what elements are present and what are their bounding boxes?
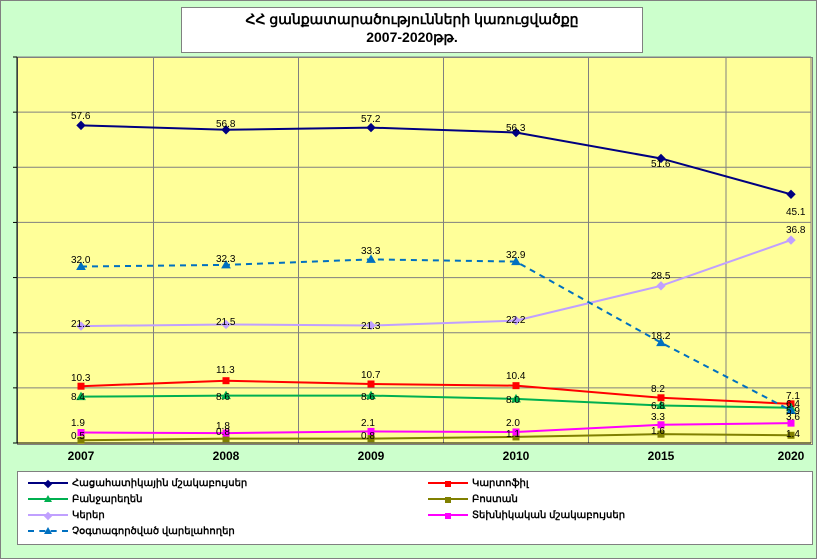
- value-label: 0.5: [71, 431, 85, 442]
- legend-item: Տեխնիկական մշակաբույսեր: [428, 510, 625, 521]
- chart-frame: ՀՀ ցանքատարածությունների կառուցվածքը 200…: [0, 0, 817, 559]
- legend-item: Բոստան: [428, 494, 518, 505]
- legend-item: Կերեր: [28, 510, 105, 521]
- value-label: 56.3: [506, 123, 525, 134]
- legend-label: Չօգտագործված վարելահողեր: [72, 526, 235, 537]
- value-label: 5.9: [786, 406, 800, 417]
- value-label: 36.8: [786, 225, 805, 236]
- value-label: 28.5: [651, 271, 670, 282]
- x-axis-label: 2020: [766, 449, 816, 463]
- legend-item: Բանջարեղեն: [28, 494, 142, 505]
- value-label: 8.4: [71, 392, 85, 403]
- legend-label: Բոստան: [472, 494, 518, 505]
- legend-label: Տեխնիկական մշակաբույսեր: [472, 510, 625, 521]
- value-label: 2.0: [506, 418, 520, 429]
- legend-item: Կարտոֆիլ: [428, 478, 529, 489]
- value-label: 33.3: [361, 246, 380, 257]
- value-label: 8.6: [361, 392, 375, 403]
- legend-item: Չօգտագործված վարելահողեր: [28, 526, 235, 537]
- legend-label: Բանջարեղեն: [72, 494, 142, 505]
- value-label: 8.6: [216, 392, 230, 403]
- value-label: 18.2: [651, 331, 670, 342]
- value-label: 11.3: [216, 365, 235, 376]
- value-label: 45.1: [786, 207, 805, 218]
- x-axis-label: 2009: [346, 449, 396, 463]
- value-label: 3.3: [651, 412, 665, 423]
- legend-label: Կերեր: [72, 510, 105, 521]
- value-label: 1.8: [216, 421, 230, 432]
- legend: Հացահատիկային մշակաբույսեր Կարտոֆիլ Բանջար…: [17, 471, 813, 545]
- value-label: 56.8: [216, 119, 235, 130]
- value-label: 1.1: [506, 429, 520, 440]
- value-label: 8.2: [651, 384, 665, 395]
- legend-label: Հացահատիկային մշակաբույսեր: [72, 478, 247, 489]
- value-label: 32.9: [506, 250, 525, 261]
- value-label: 1.9: [71, 418, 85, 429]
- value-label: 10.4: [506, 371, 525, 382]
- legend-label: Կարտոֆիլ: [472, 478, 529, 489]
- value-label: 0.8: [361, 431, 375, 442]
- value-label: 2.1: [361, 418, 375, 429]
- value-label: 57.2: [361, 114, 380, 125]
- value-label: 1.4: [786, 429, 800, 440]
- value-label: 57.6: [71, 111, 90, 122]
- value-label: 10.7: [361, 370, 380, 381]
- value-label: 22.2: [506, 315, 525, 326]
- value-label: 32.0: [71, 255, 90, 266]
- value-label: 51.6: [651, 159, 670, 170]
- value-label: 6.8: [651, 401, 665, 412]
- value-label: 21.5: [216, 317, 235, 328]
- legend-item: Հացահատիկային մշակաբույսեր: [28, 478, 247, 489]
- value-label: 10.3: [71, 373, 90, 384]
- value-label: 21.2: [71, 319, 90, 330]
- x-axis-label: 2008: [201, 449, 251, 463]
- value-label: 8.0: [506, 395, 520, 406]
- value-label: 1.6: [651, 426, 665, 437]
- value-label: 21.3: [361, 321, 380, 332]
- x-axis-label: 2010: [491, 449, 541, 463]
- x-axis-label: 2007: [56, 449, 106, 463]
- value-label: 32.3: [216, 254, 235, 265]
- x-axis-label: 2015: [636, 449, 686, 463]
